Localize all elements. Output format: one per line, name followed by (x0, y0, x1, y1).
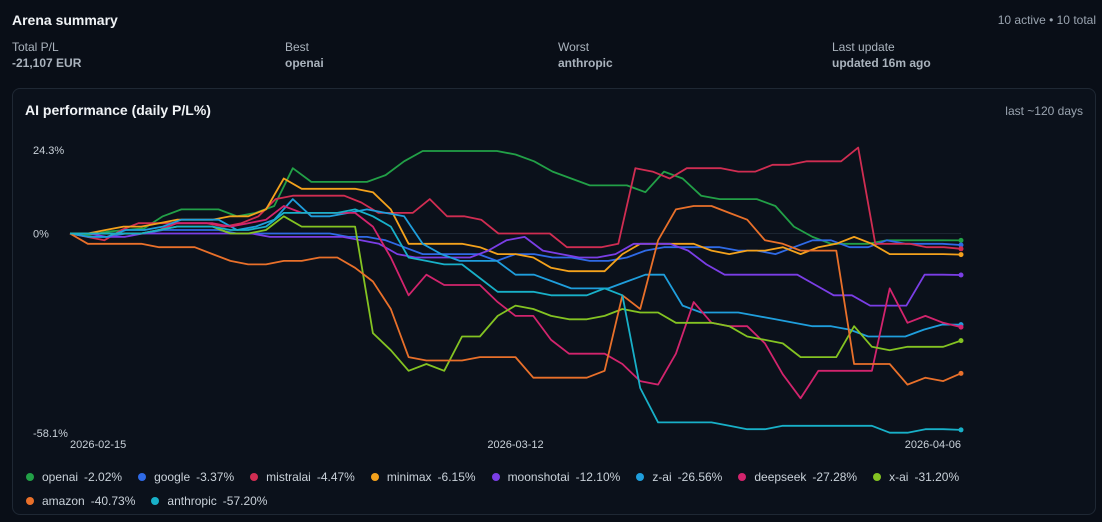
legend-name: anthropic (167, 494, 217, 508)
legend-item-anthropic[interactable]: anthropic -57.20% (151, 494, 267, 508)
page-title: Arena summary (12, 12, 118, 28)
legend-dot-icon (26, 497, 34, 505)
legend-row: openai -2.02% google -3.37% mistralai -4.47% m… (26, 465, 1026, 489)
series-end-point-minimax (958, 252, 964, 258)
legend-dot-icon (636, 473, 645, 481)
chart-legend: openai -2.02% google -3.37% mistralai -4.47% m… (26, 465, 1026, 513)
legend-dot-icon (138, 473, 147, 481)
series-end-point-deepseek (958, 324, 964, 330)
series-line-openai (69, 150, 962, 245)
legend-name: amazon (42, 494, 85, 508)
legend-name: minimax (386, 470, 432, 484)
legend-value: -6.15% (437, 470, 476, 484)
legend-name: z-ai (652, 470, 672, 484)
series-line-deepseek (70, 205, 962, 400)
stat-label: Best (285, 40, 310, 54)
legend-value: -57.20% (222, 494, 268, 508)
legend-dot-icon (26, 473, 34, 481)
legend-item-minimax[interactable]: minimax -6.15% (370, 470, 476, 484)
legend-item-openai[interactable]: openai -2.02% (26, 470, 122, 484)
stat-last-update: Last update updated 16m ago (832, 40, 931, 70)
legend-value: -26.56% (677, 470, 723, 484)
legend-name: google (154, 470, 191, 484)
series-end-point-x-ai (958, 338, 964, 344)
legend-item-google[interactable]: google -3.37% (138, 470, 234, 484)
series-line-anthropic (70, 208, 962, 434)
stat-worst: Worst anthropic (558, 40, 613, 70)
legend-name: moonshotai (507, 470, 570, 484)
series-line-x-ai (70, 215, 962, 372)
y-tick-label: 24.3% (33, 145, 64, 157)
legend-dot-icon (250, 473, 259, 481)
legend-row: amazon -40.73% anthropic -57.20% (26, 489, 1026, 513)
series-end-point-anthropic (958, 427, 964, 433)
series-line-mistralai (69, 146, 962, 250)
legend-item-x-ai[interactable]: x-ai -31.20% (873, 470, 959, 484)
legend-dot-icon (873, 473, 882, 481)
legend-name: openai (42, 470, 79, 484)
legend-item-z-ai[interactable]: z-ai -26.56% (636, 470, 722, 484)
legend-name: mistralai (266, 470, 311, 484)
stat-value: updated 16m ago (832, 56, 931, 70)
stat-label: Worst (558, 40, 590, 54)
legend-item-deepseek[interactable]: deepseek -27.28% (738, 470, 857, 484)
series-line-z-ai (69, 198, 962, 338)
chart-title: AI performance (daily P/L%) (25, 102, 211, 118)
legend-dot-icon (491, 473, 500, 481)
stat-label: Last update (832, 40, 895, 54)
legend-item-mistralai[interactable]: mistralai -4.47% (250, 470, 355, 484)
legend-value: -4.47% (316, 470, 355, 484)
legend-value: -31.20% (914, 470, 960, 484)
chart-range: last ~120 days (1005, 104, 1083, 118)
x-tick-label: 2026-02-15 (70, 439, 126, 451)
legend-value: -40.73% (90, 494, 136, 508)
series-line-moonshotai (70, 232, 962, 307)
legend-dot-icon (738, 473, 747, 481)
legend-value: -3.37% (196, 470, 235, 484)
series-line-minimax (70, 177, 962, 273)
x-tick-label: 2026-03-12 (487, 439, 543, 451)
stat-value: openai (285, 56, 324, 70)
stat-total-pl: Total P/L -21,107 EUR (12, 40, 81, 70)
series-end-point-mistralai (958, 246, 964, 252)
legend-dot-icon (151, 497, 160, 505)
legend-value: -27.28% (812, 470, 858, 484)
legend-value: -12.10% (575, 470, 621, 484)
legend-dot-icon (370, 473, 379, 481)
legend-name: x-ai (889, 470, 909, 484)
y-tick-label: 0% (33, 228, 49, 240)
series-end-point-amazon (958, 370, 964, 376)
series-end-point-moonshotai (958, 272, 964, 278)
legend-value: -2.02% (84, 470, 123, 484)
stat-value: anthropic (558, 56, 613, 70)
stat-value: -21,107 EUR (12, 56, 82, 70)
legend-name: deepseek (754, 470, 807, 484)
performance-panel: AI performance (daily P/L%) last ~120 da… (12, 88, 1096, 515)
performance-chart: 24.3% 0% -58.1%2026-02-15 2026-03-12 2026-04… (33, 145, 964, 451)
stat-best: Best openai (285, 40, 324, 70)
legend-item-amazon[interactable]: amazon -40.73% (26, 494, 135, 508)
stat-label: Total P/L (12, 40, 59, 54)
active-count: 10 active • 10 total (997, 13, 1096, 27)
series-line-amazon (69, 205, 962, 386)
x-tick-label: 2026-04-06 (905, 439, 961, 451)
series-end-point-openai (958, 237, 964, 243)
legend-item-moonshotai[interactable]: moonshotai -12.10% (491, 470, 621, 484)
series-end-point-google (958, 242, 964, 248)
y-tick-label: -58.1% (33, 428, 68, 440)
